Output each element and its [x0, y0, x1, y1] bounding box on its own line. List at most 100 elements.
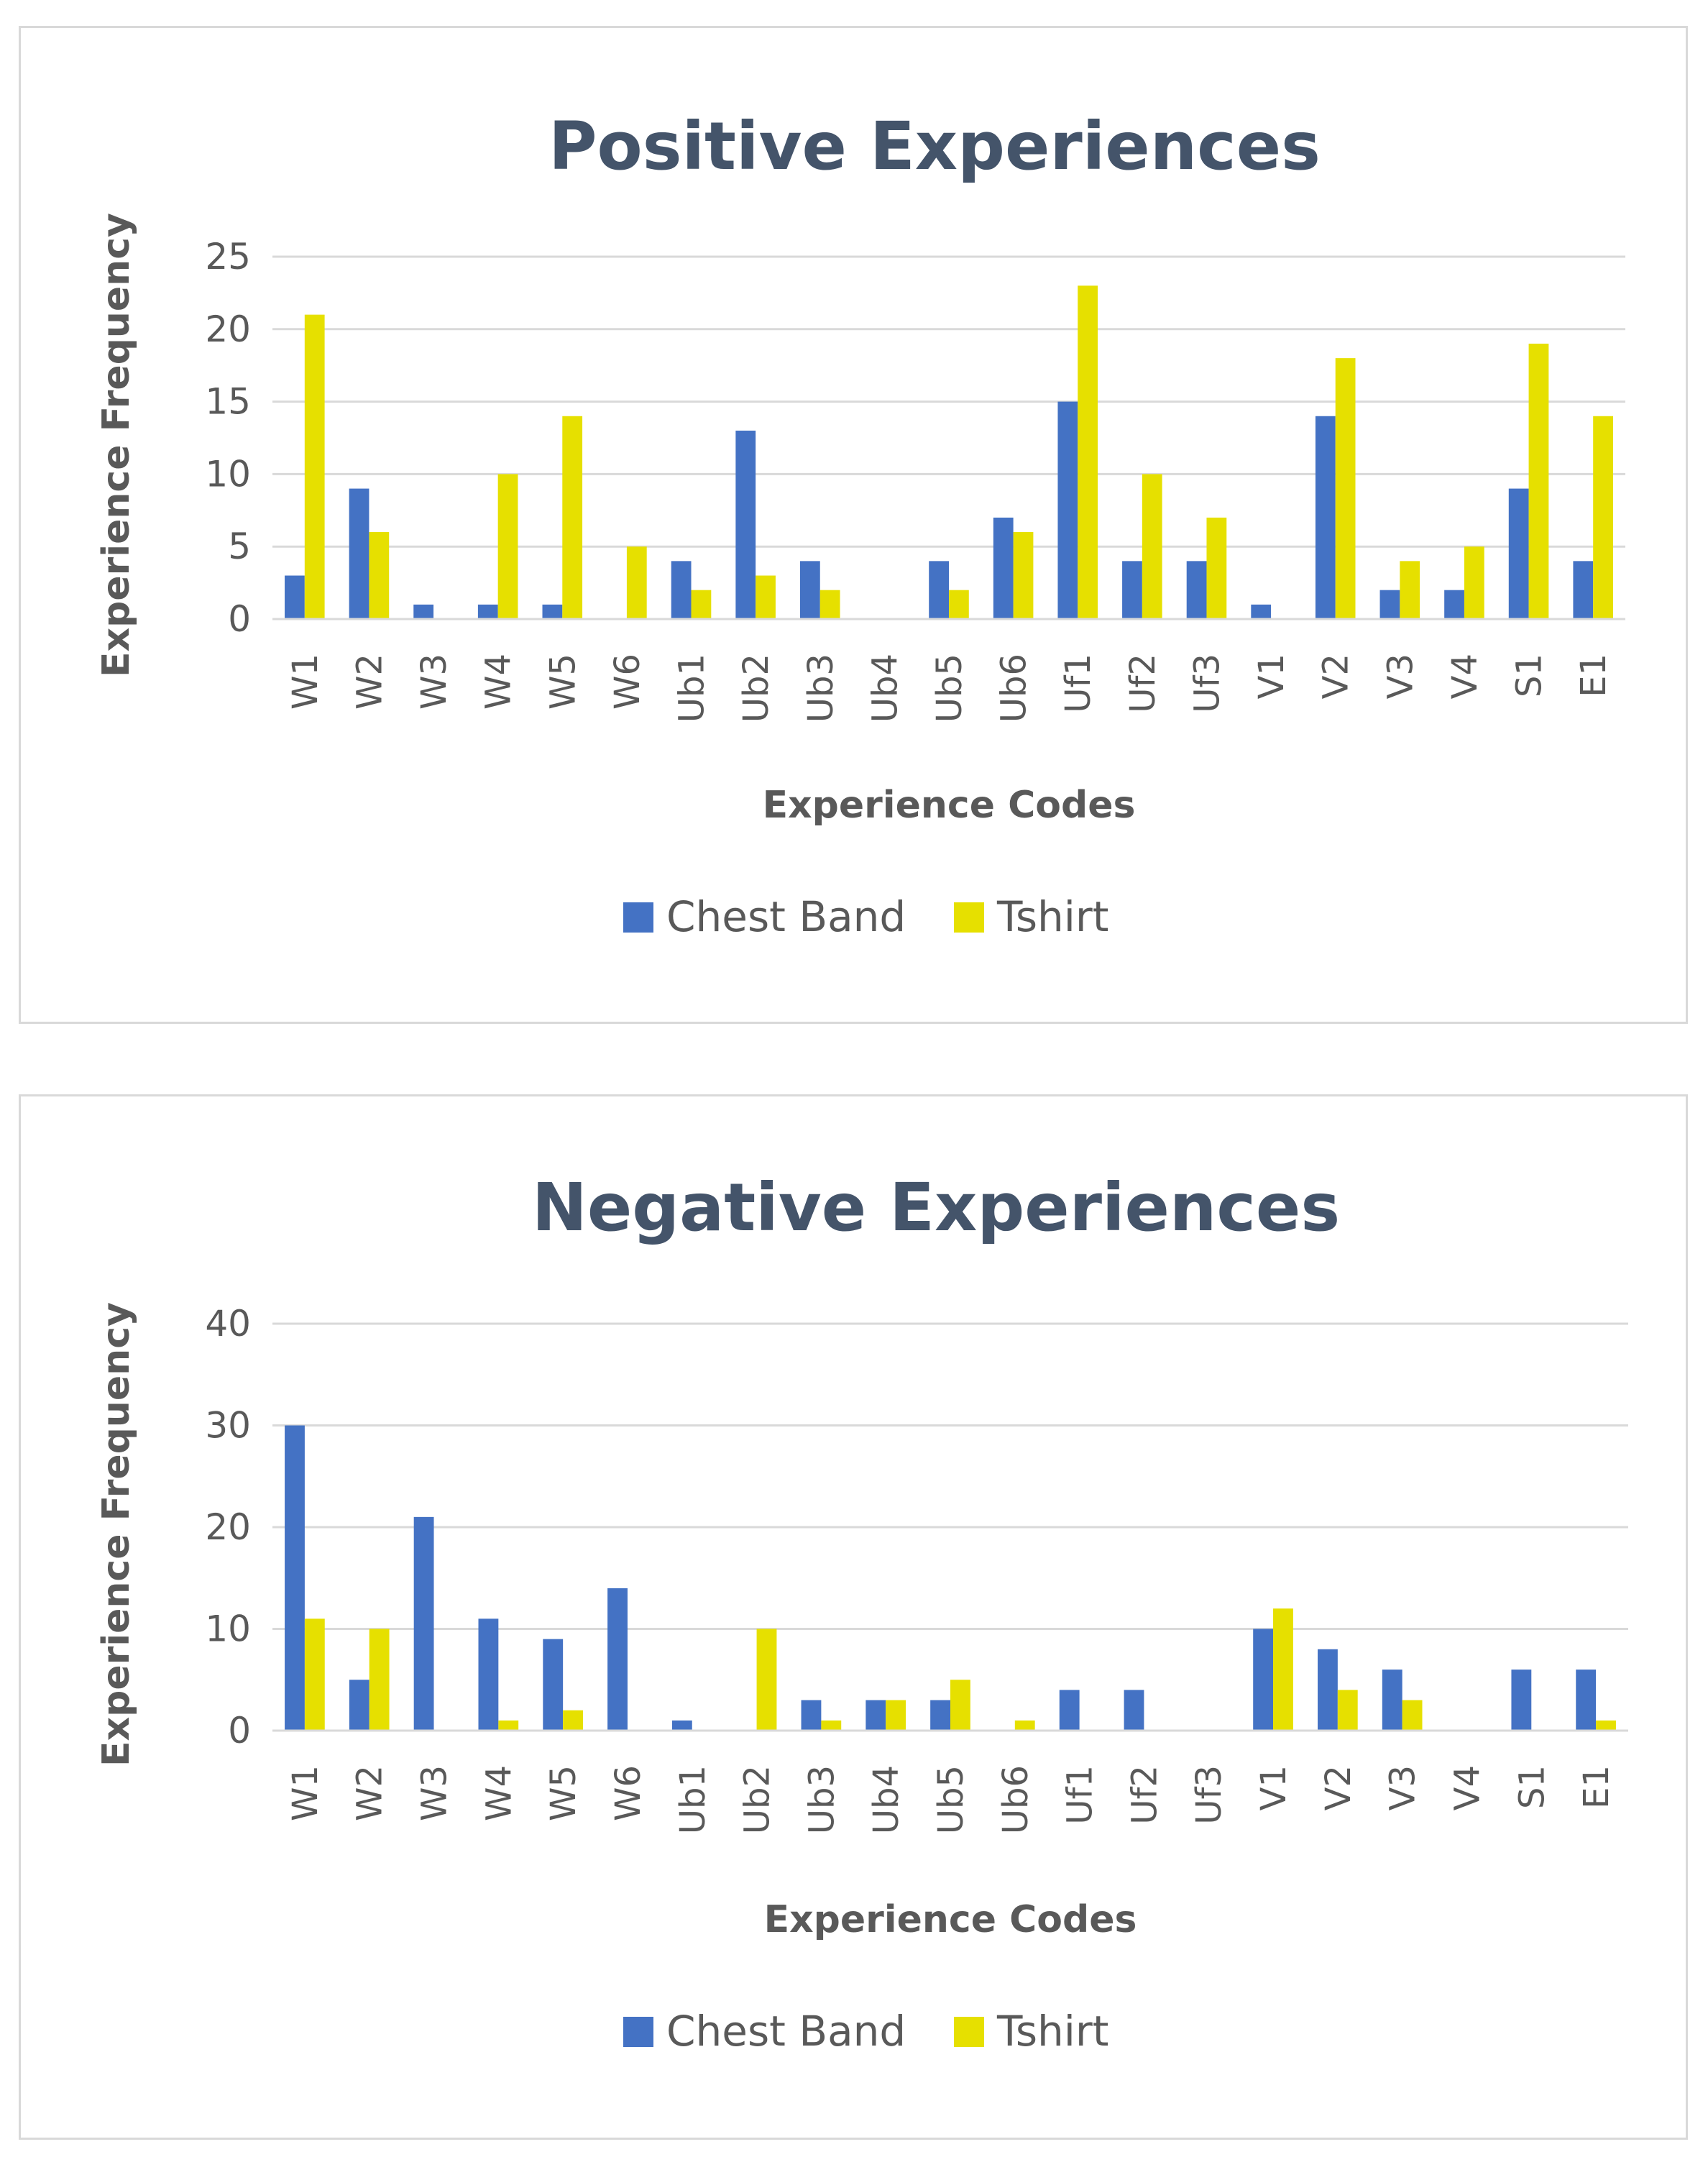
bar-chest-band-v1	[1251, 604, 1272, 619]
x-tick-label: V3	[1383, 1765, 1423, 1810]
x-tick-label: Uf3	[1189, 1765, 1229, 1825]
bar-chest-band-v3	[1379, 590, 1400, 619]
x-tick-label: W2	[349, 654, 390, 710]
x-tick-label: W2	[350, 1765, 390, 1821]
bar-chest-band-w1	[285, 1425, 305, 1731]
bar-chest-band-w6	[607, 1588, 628, 1731]
x-tick-label: Ub4	[866, 1765, 906, 1834]
y-tick-label: 0	[228, 598, 251, 640]
x-tick-label: W4	[479, 1765, 519, 1821]
x-tick-label: V2	[1318, 1765, 1359, 1810]
bar-tshirt-uf1	[1078, 285, 1098, 619]
bar-chest-band-v2	[1315, 416, 1336, 619]
legend-swatch	[954, 902, 984, 933]
x-tick-label: Uf3	[1187, 654, 1227, 713]
bar-tshirt-v1	[1273, 1608, 1293, 1731]
legend-label: Chest Band	[666, 892, 906, 941]
x-axis-label: Experience Codes	[764, 1898, 1137, 1941]
y-axis-label: Experience Frequency	[95, 213, 138, 677]
bar-chest-band-v2	[1318, 1649, 1338, 1731]
bar-tshirt-w4	[498, 1720, 519, 1731]
x-tick-label: Uf1	[1058, 654, 1098, 713]
x-tick-label: V4	[1445, 654, 1485, 699]
x-tick-label: W4	[479, 654, 519, 710]
bar-tshirt-ub5	[950, 1680, 970, 1731]
bar-tshirt-ub3	[821, 1720, 842, 1731]
y-axis-label: Experience Frequency	[95, 1302, 138, 1767]
y-tick-label: 10	[205, 453, 251, 495]
x-tick-label: Ub2	[738, 1765, 778, 1834]
bar-chest-band-uf1	[1059, 1690, 1080, 1731]
bar-chest-band-uf2	[1122, 561, 1142, 619]
x-tick-label: W3	[414, 654, 454, 710]
bar-tshirt-uf2	[1142, 474, 1162, 619]
x-tick-label: Uf1	[1060, 1765, 1101, 1825]
bar-chest-band-e1	[1576, 1670, 1597, 1731]
bar-chest-band-v1	[1253, 1629, 1274, 1731]
legend-label: Chest Band	[666, 2007, 906, 2056]
bar-chest-band-v4	[1444, 590, 1464, 619]
x-tick-label: V1	[1252, 654, 1292, 699]
bar-tshirt-w5	[562, 416, 583, 619]
x-tick-label: W3	[415, 1765, 455, 1821]
x-tick-label: Ub1	[673, 1765, 713, 1834]
bar-chest-band-ub2	[735, 430, 756, 619]
bar-chest-band-ub1	[671, 561, 692, 619]
bar-tshirt-ub4	[886, 1700, 906, 1731]
x-tick-label: Ub3	[802, 1765, 842, 1834]
legend-item: Chest Band	[623, 892, 906, 941]
bar-chest-band-ub1	[671, 1720, 692, 1731]
bar-chest-band-w2	[349, 1680, 369, 1731]
bar-tshirt-ub5	[949, 590, 969, 619]
x-tick-label: S1	[1510, 654, 1550, 697]
bar-chest-band-w4	[477, 604, 498, 619]
negative-experiences-chart: Negative Experiences 0 10 20 30 40 W1 W2 W3 W4 W5 W…	[19, 1094, 1688, 2140]
bar-tshirt-v2	[1337, 1690, 1358, 1731]
legend-item: Chest Band	[623, 2007, 906, 2056]
bar-chest-band-uf1	[1057, 401, 1078, 619]
x-tick-label: W1	[285, 1765, 326, 1821]
x-tick-label: Ub5	[931, 1765, 971, 1834]
bar-chest-band-ub3	[801, 1700, 822, 1731]
bar-chest-band-ub5	[930, 1700, 950, 1731]
x-tick-label: Ub1	[672, 654, 712, 723]
bar-tshirt-ub6	[1013, 532, 1034, 619]
bar-tshirt-ub6	[1014, 1720, 1035, 1731]
x-tick-label: Ub3	[801, 654, 841, 723]
x-tick-label: Ub6	[996, 1765, 1036, 1834]
y-tick-label: 10	[205, 1608, 251, 1650]
bar-chest-band-ub5	[929, 561, 949, 619]
x-tick-label: W5	[543, 1765, 584, 1821]
x-tick-label: V3	[1380, 654, 1420, 699]
y-tick-label: 5	[228, 526, 251, 567]
bar-tshirt-e1	[1593, 416, 1613, 619]
bar-tshirt-ub1	[691, 590, 712, 619]
x-tick-label: W6	[608, 1765, 648, 1821]
bar-tshirt-uf3	[1206, 517, 1227, 619]
legend-item: Tshirt	[954, 2007, 1109, 2056]
bar-chest-band-uf2	[1124, 1690, 1144, 1731]
bar-chest-band-w3	[413, 1516, 434, 1731]
legend-label: Tshirt	[996, 892, 1109, 941]
bar-chest-band-ub4	[866, 1700, 886, 1731]
x-tick-label: V4	[1447, 1765, 1487, 1810]
x-tick-label: W6	[607, 654, 648, 710]
legend-swatch	[623, 902, 653, 933]
bar-tshirt-w1	[304, 314, 325, 619]
bar-chest-band-w5	[542, 604, 563, 619]
bar-chest-band-w5	[543, 1639, 564, 1731]
bar-tshirt-w6	[626, 546, 647, 619]
positive-experiences-chart: Positive Experiences 0 5 10 15 20 25 W1 W2 W3 W4 W5…	[19, 26, 1688, 1024]
bar-tshirt-ub2	[756, 575, 776, 619]
y-tick-label: 0	[228, 1710, 251, 1751]
x-tick-label: Ub6	[994, 654, 1034, 723]
y-tick-label: 15	[205, 381, 251, 423]
bar-tshirt-ub3	[819, 590, 840, 619]
bar-tshirt-w2	[369, 1629, 390, 1731]
x-tick-label: V2	[1316, 654, 1356, 699]
bar-tshirt-v4	[1464, 546, 1484, 619]
chart-title: Positive Experiences	[548, 108, 1321, 185]
x-tick-label: E1	[1576, 1765, 1617, 1809]
chart-title: Negative Experiences	[532, 1169, 1340, 1246]
bar-chest-band-v3	[1382, 1670, 1402, 1731]
